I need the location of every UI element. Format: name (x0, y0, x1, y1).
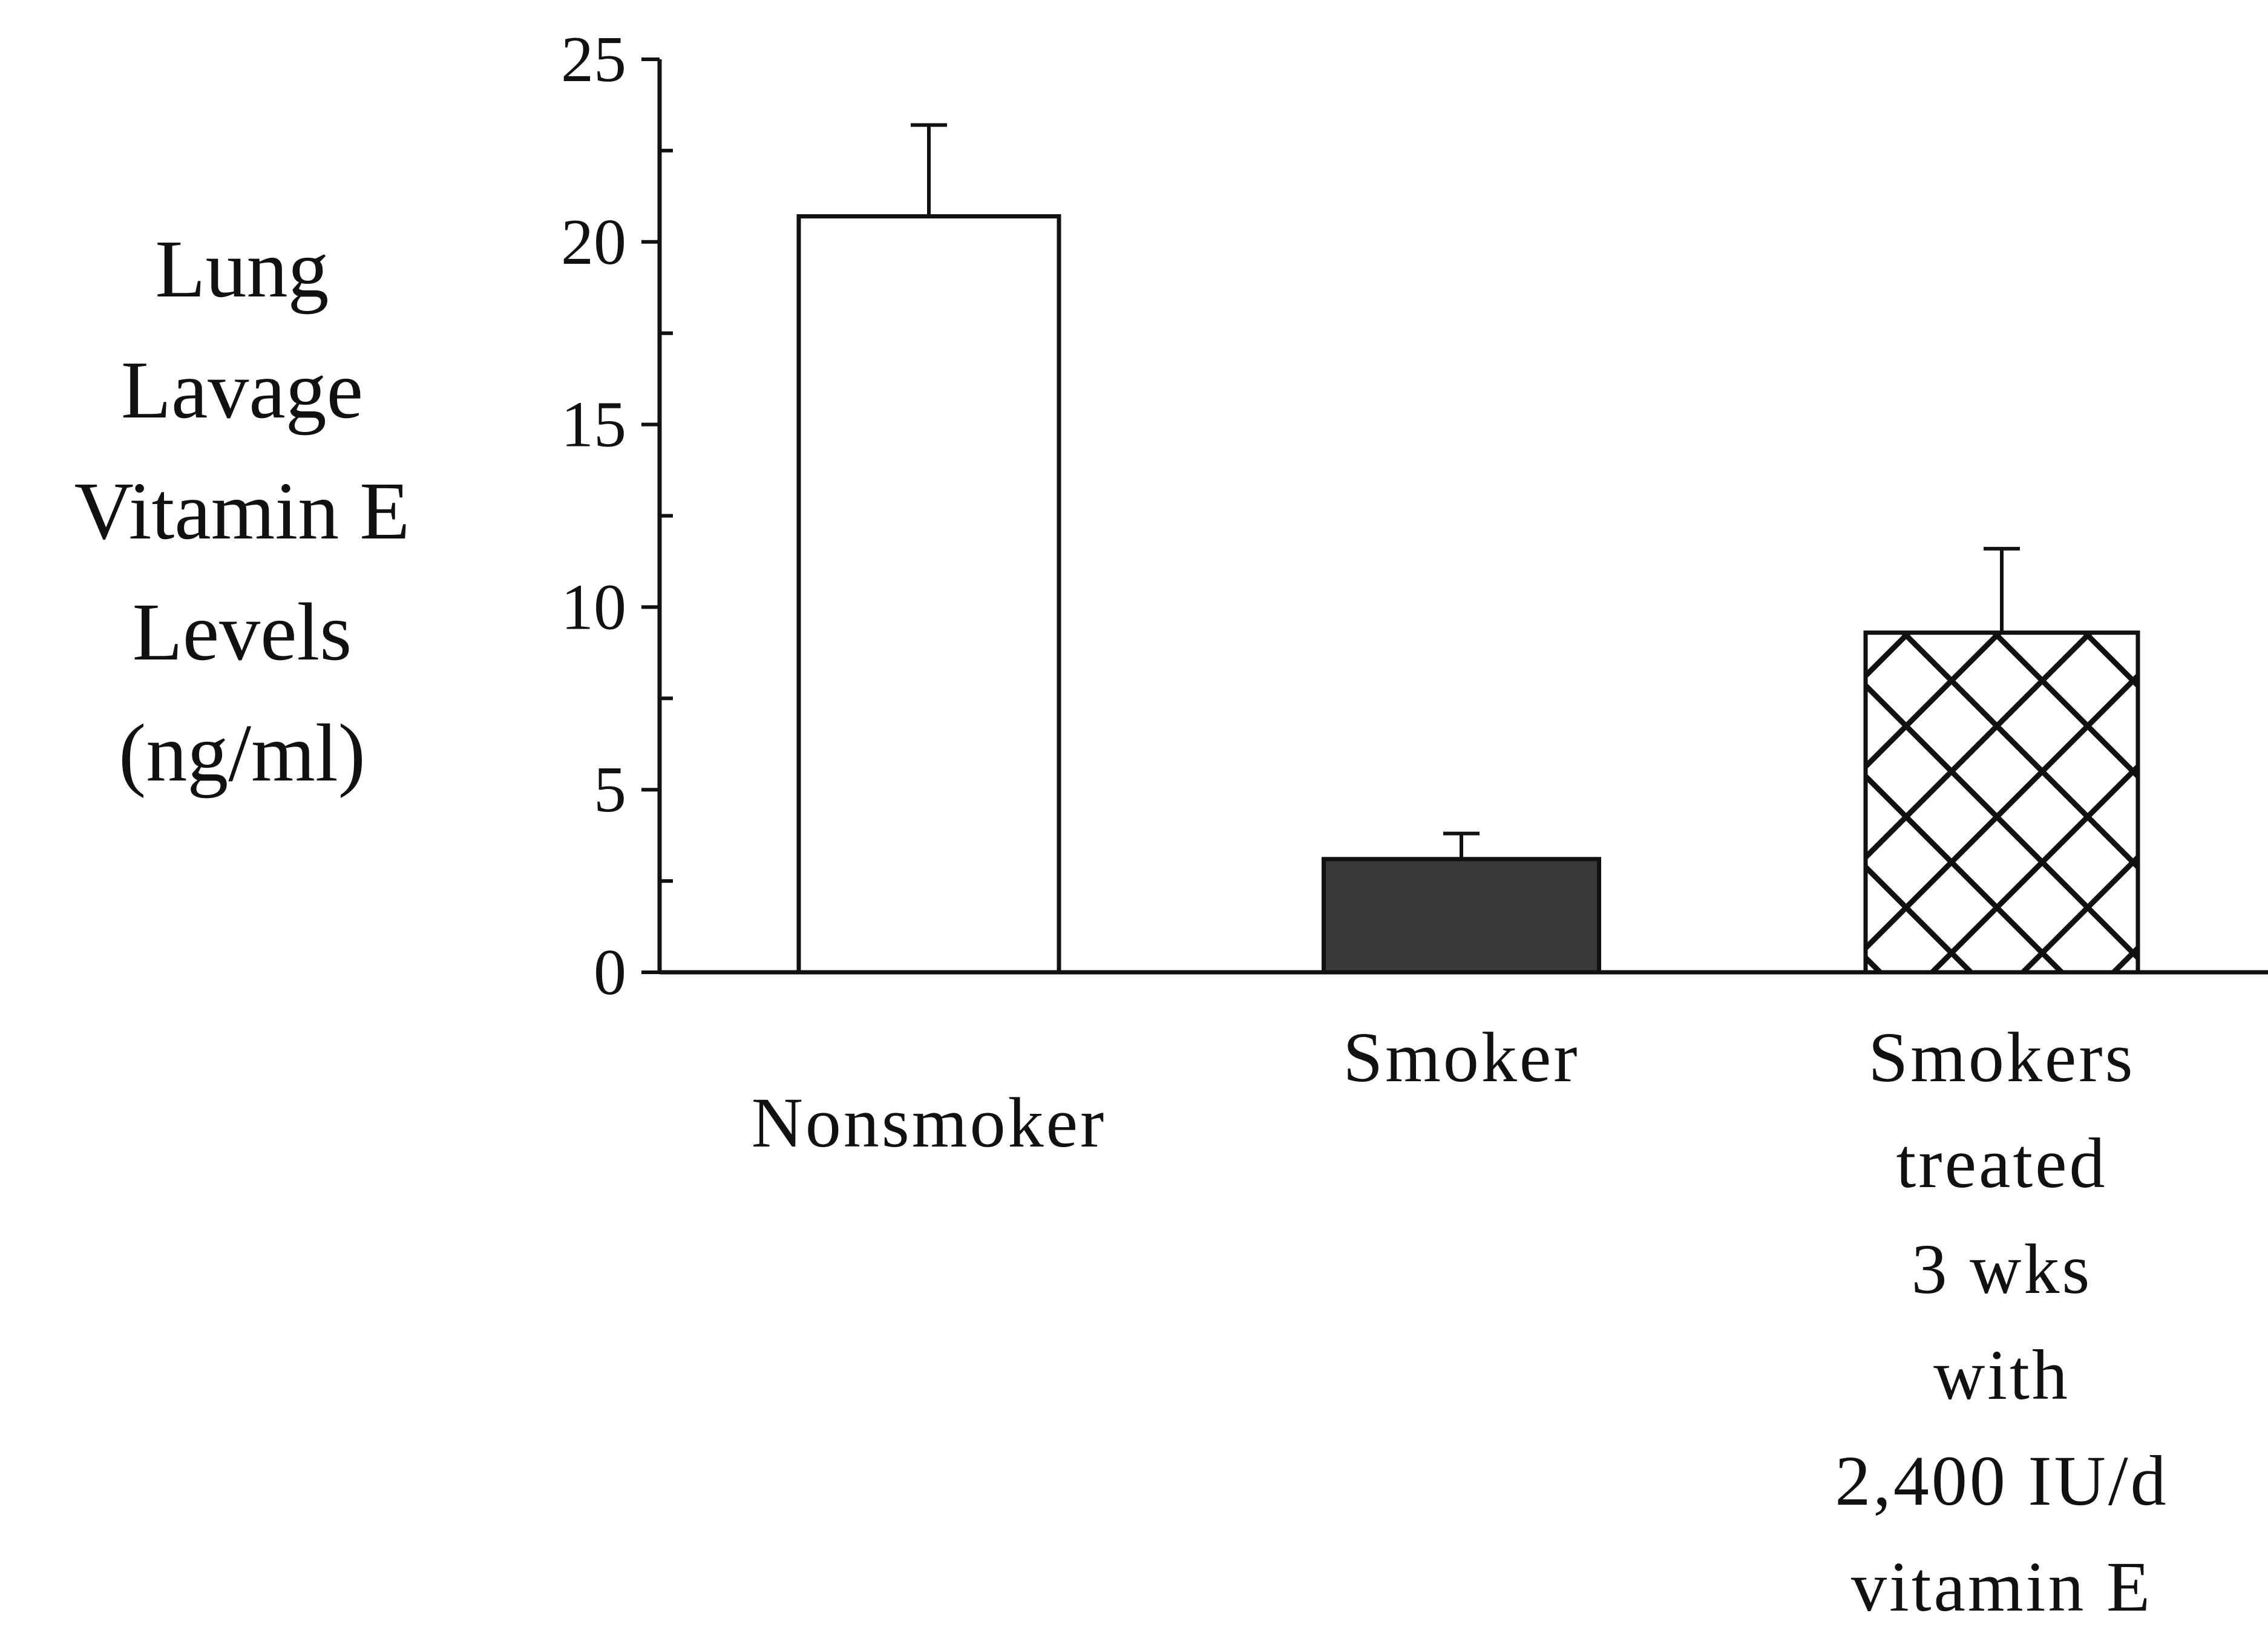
bar (796, 214, 1061, 975)
y-tick-label: 25 (561, 24, 626, 96)
category-labels: Nonsmoker Smoker Smokers treated 3 wks with 2,… (752, 1018, 2168, 1626)
bars (796, 123, 2140, 975)
x-tick-label: vitamin E (1851, 1547, 2152, 1626)
y-tick-label: 0 (594, 937, 626, 1009)
y-axis-title-line: Lavage (121, 345, 363, 436)
bar (1863, 630, 2140, 975)
x-tick-label: Smoker (1343, 1018, 1579, 1097)
y-axis: 0 5 10 15 20 25 (561, 24, 673, 1009)
y-axis-title: Lung Lavage Vitamin E Levels (ng/ml) (74, 224, 410, 799)
x-tick-label: with (1933, 1335, 2070, 1415)
y-axis-title-line: Lung (155, 224, 329, 315)
x-tick-label: 2,400 IU/d (1835, 1441, 2168, 1520)
y-tick-label: 5 (594, 754, 626, 826)
bar (1322, 857, 1601, 975)
y-axis-title-line: Vitamin E (74, 466, 410, 557)
y-axis-title-line: Levels (133, 587, 352, 678)
x-tick-label: treated (1896, 1124, 2108, 1203)
y-tick-label: 15 (561, 389, 626, 461)
y-tick-label: 10 (561, 571, 626, 643)
y-tick-label: 20 (561, 206, 626, 278)
y-axis-title-line: (ng/ml) (119, 708, 365, 799)
x-tick-label: Smokers (1869, 1018, 2135, 1097)
x-tick-label: 3 wks (1912, 1229, 2093, 1309)
x-tick-label: Nonsmoker (752, 1083, 1107, 1162)
